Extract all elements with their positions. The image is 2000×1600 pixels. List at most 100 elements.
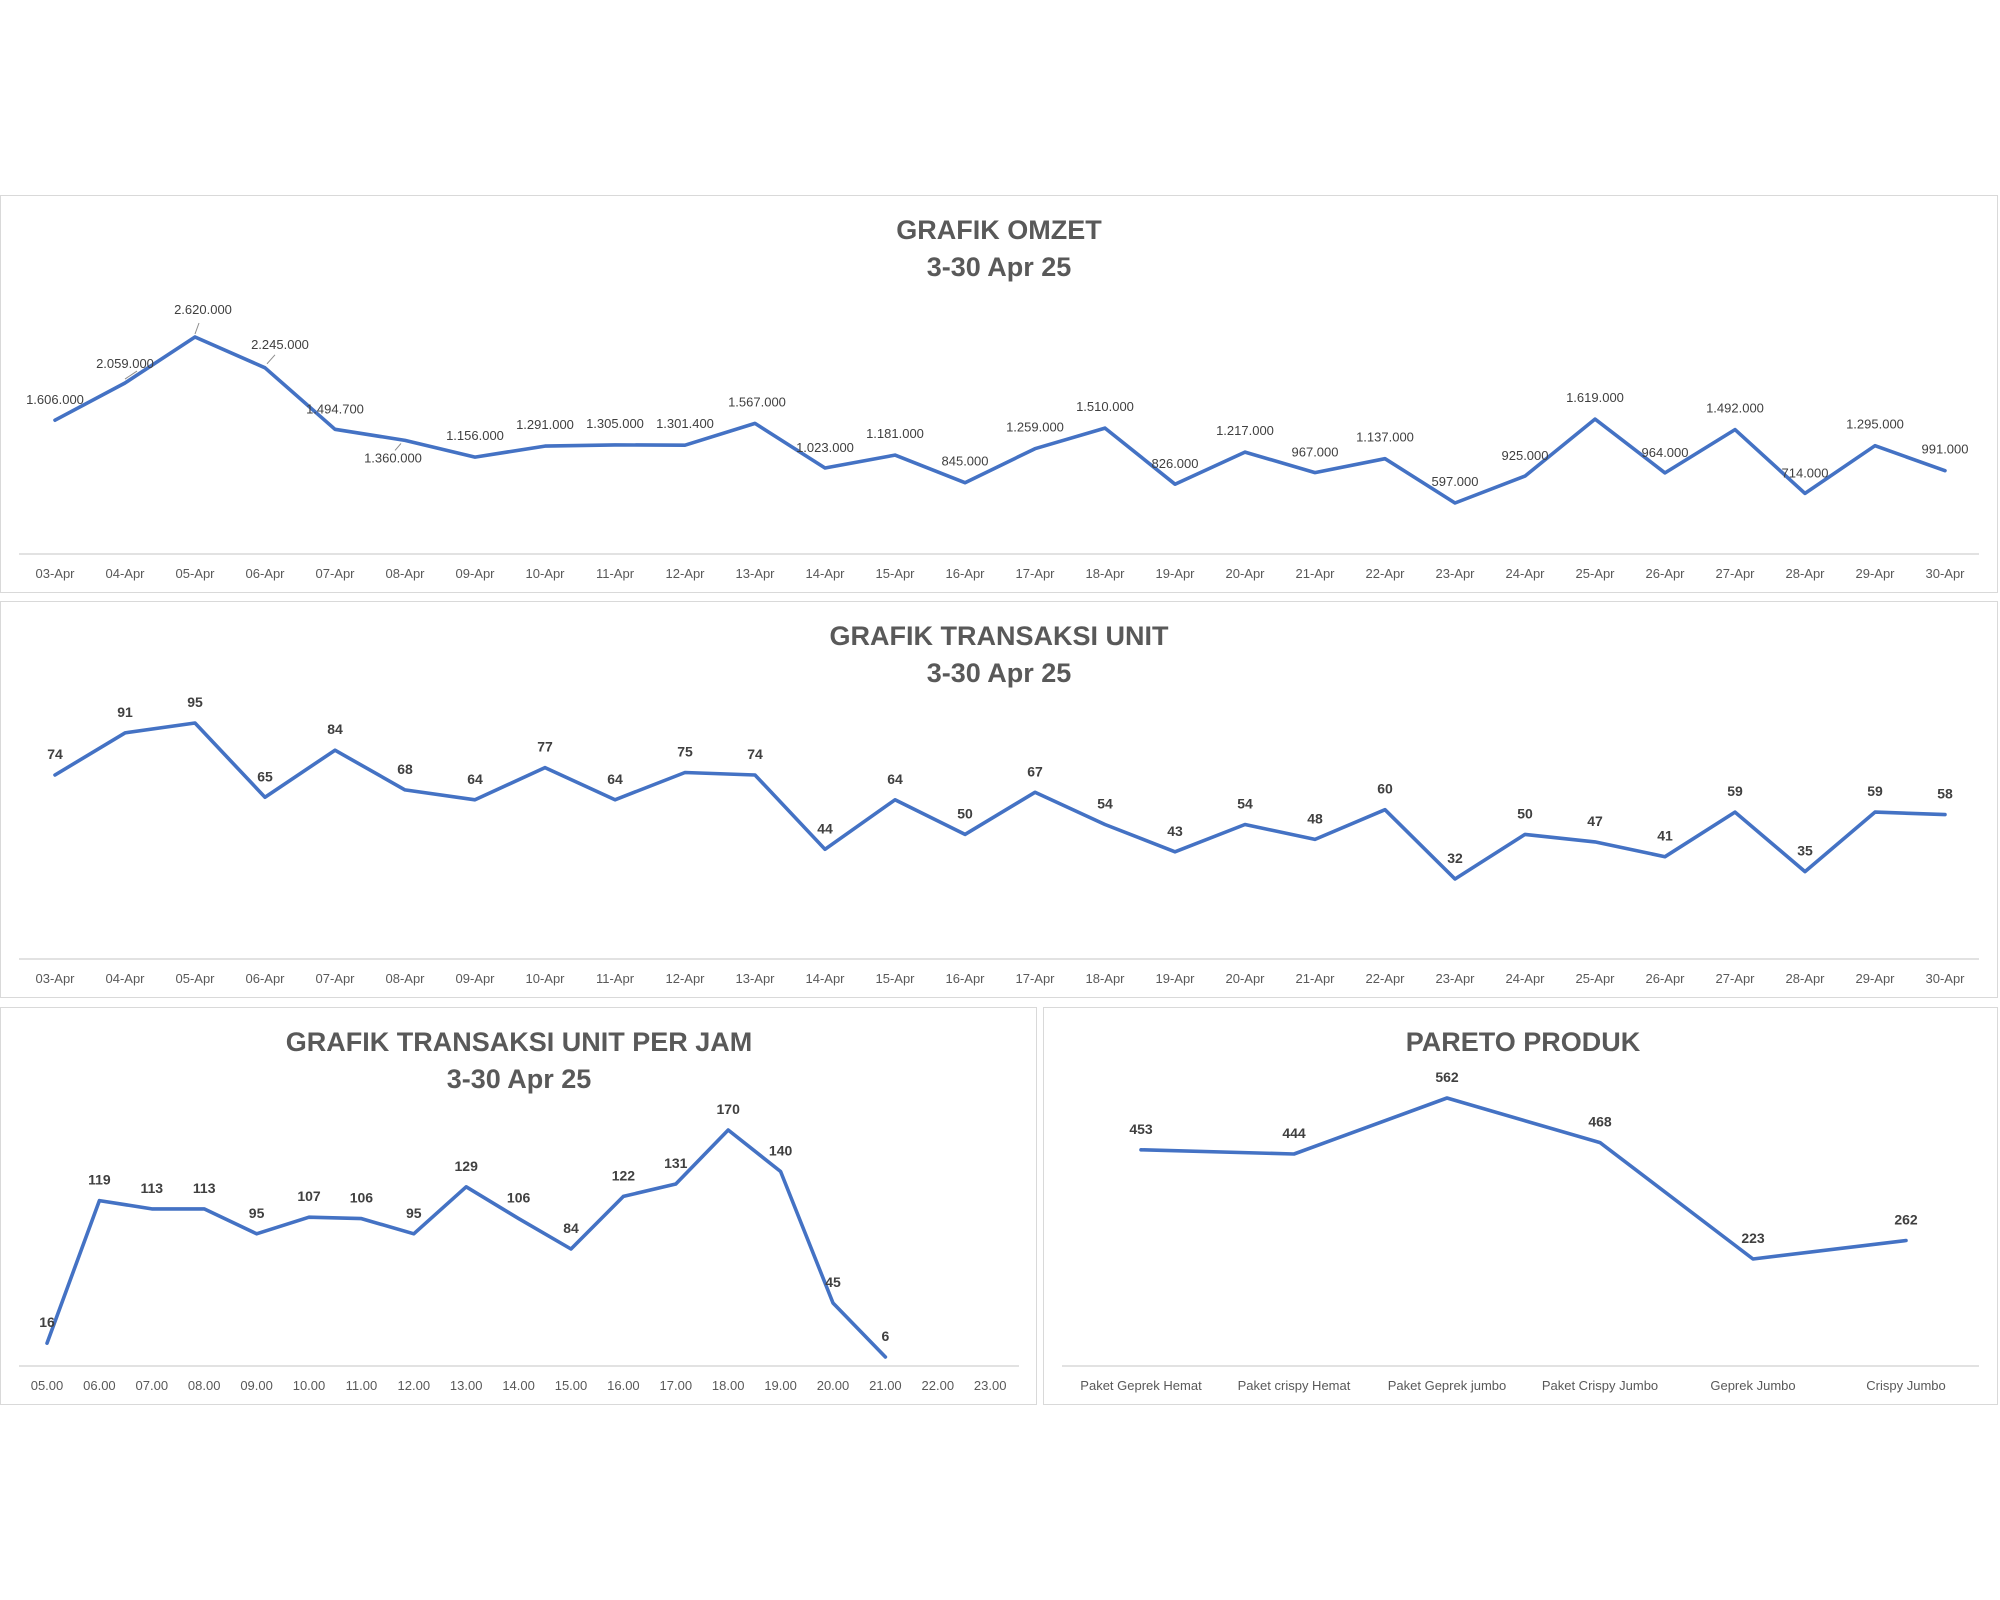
x-tick-label: 05.00 (31, 1378, 64, 1393)
data-label: 1.305.000 (586, 416, 644, 431)
chart-subtitle: 3-30 Apr 25 (927, 658, 1072, 688)
data-label: 826.000 (1152, 456, 1199, 471)
data-label: 129 (455, 1158, 479, 1174)
data-label: 68 (397, 761, 413, 777)
x-tick-label: 18-Apr (1085, 566, 1125, 581)
data-label: 48 (1307, 810, 1323, 826)
data-label: 122 (612, 1167, 636, 1183)
data-label: 1.492.000 (1706, 401, 1764, 416)
x-tick-label: 03-Apr (35, 566, 75, 581)
data-label: 223 (1741, 1230, 1765, 1246)
x-tick-label: 23.00 (974, 1378, 1007, 1393)
x-tick-label: 12-Apr (665, 971, 705, 986)
x-tick-label: 13.00 (450, 1378, 483, 1393)
data-label: 991.000 (1922, 442, 1969, 457)
data-label: 74 (47, 746, 63, 762)
data-label: 54 (1237, 796, 1253, 812)
x-tick-label: 17.00 (660, 1378, 693, 1393)
data-label: 77 (537, 739, 553, 755)
series-line (1139, 1096, 1908, 1261)
x-tick-label: 10-Apr (525, 566, 565, 581)
x-tick-label: 30-Apr (1925, 566, 1965, 581)
x-tick-label: 18-Apr (1085, 971, 1125, 986)
x-tick-label: 18.00 (712, 1378, 745, 1393)
data-label: 1.606.000 (26, 392, 84, 407)
transaksi-per-jam-chart: GRAFIK TRANSAKSI UNIT PER JAM 3-30 Apr 25… (19, 1027, 1019, 1393)
transaksi-unit-chart: GRAFIK TRANSAKSI UNIT 3-30 Apr 25 03-Apr 04… (19, 621, 1979, 986)
data-label: 1.291.000 (516, 417, 574, 432)
data-label: 140 (769, 1143, 793, 1159)
data-label: 468 (1588, 1114, 1612, 1130)
chart-title: GRAFIK OMZET (896, 215, 1102, 245)
x-tick-label: 23-Apr (1435, 566, 1475, 581)
data-label: 1.156.000 (446, 428, 504, 443)
x-tick-label: 14.00 (502, 1378, 535, 1393)
x-tick-label: 19-Apr (1155, 971, 1195, 986)
x-tick-label: 07.00 (136, 1378, 169, 1393)
omzet-chart-panel: GRAFIK OMZET 3-30 Apr 25 03-Apr 04-Apr 05-Ap… (0, 195, 1998, 593)
data-label: 1.295.000 (1846, 417, 1904, 432)
data-label: 106 (507, 1190, 531, 1206)
x-tick-label: 14-Apr (805, 566, 845, 581)
data-label: 59 (1867, 783, 1883, 799)
x-tick-label: 17-Apr (1015, 566, 1055, 581)
data-label: 453 (1129, 1121, 1153, 1137)
data-label: 262 (1894, 1211, 1918, 1227)
data-label: 6 (882, 1328, 890, 1344)
pareto-produk-chart-panel: PARETO PRODUK Paket Geprek Hemat Paket cri… (1043, 1007, 1998, 1405)
data-label: 2.620.000 (174, 302, 232, 317)
x-tick-label: 24-Apr (1505, 566, 1545, 581)
x-tick-label: 08.00 (188, 1378, 221, 1393)
x-tick-label: 20.00 (817, 1378, 850, 1393)
data-label: 74 (747, 746, 763, 762)
x-tick-label: 08-Apr (385, 971, 425, 986)
data-label: 95 (249, 1205, 265, 1221)
x-tick-label: 03-Apr (35, 971, 75, 986)
x-tick-label: 20-Apr (1225, 566, 1265, 581)
x-tick-label: 05-Apr (175, 971, 215, 986)
x-tick-label: Paket crispy Hemat (1238, 1378, 1351, 1393)
x-tick-label: 23-Apr (1435, 971, 1475, 986)
x-tick-label: 15-Apr (875, 971, 915, 986)
data-label: 1.023.000 (796, 440, 854, 455)
data-label: 95 (406, 1205, 422, 1221)
data-label: 50 (957, 805, 973, 821)
x-tick-label: 21.00 (869, 1378, 902, 1393)
transaksi-unit-chart-panel: GRAFIK TRANSAKSI UNIT 3-30 Apr 25 03-Apr 04… (0, 601, 1998, 998)
x-tick-label: 12.00 (398, 1378, 431, 1393)
x-tick-label: 12-Apr (665, 566, 705, 581)
chart-subtitle: 3-30 Apr 25 (927, 252, 1072, 282)
x-tick-label: 06-Apr (245, 566, 285, 581)
x-tick-label: 04-Apr (105, 971, 145, 986)
data-label: 2.059.000 (96, 356, 154, 371)
data-label: 45 (825, 1274, 841, 1290)
x-tick-label: 22-Apr (1365, 971, 1405, 986)
chart-title: GRAFIK TRANSAKSI UNIT (830, 621, 1169, 651)
x-tick-label: 26-Apr (1645, 971, 1685, 986)
data-label: 65 (257, 768, 273, 784)
x-tick-label: 29-Apr (1855, 971, 1895, 986)
data-label: 1.181.000 (866, 426, 924, 441)
data-label: 91 (117, 704, 133, 720)
data-label: 64 (467, 771, 483, 787)
data-label: 1.494.700 (306, 401, 364, 416)
data-label: 59 (1727, 783, 1743, 799)
transaksi-per-jam-chart-panel: GRAFIK TRANSAKSI UNIT PER JAM 3-30 Apr 25… (0, 1007, 1037, 1405)
x-tick-label: 09.00 (240, 1378, 273, 1393)
x-tick-label: 19.00 (764, 1378, 797, 1393)
data-label: 67 (1027, 763, 1043, 779)
x-tick-label: 22-Apr (1365, 566, 1405, 581)
data-label: 106 (350, 1190, 374, 1206)
data-label: 41 (1657, 828, 1673, 844)
data-label: 119 (88, 1172, 111, 1188)
x-tick-label: 15.00 (555, 1378, 588, 1393)
x-tick-label: 16.00 (607, 1378, 640, 1393)
x-tick-label: 09-Apr (455, 566, 495, 581)
x-tick-label: 06-Apr (245, 971, 285, 986)
x-tick-label: 25-Apr (1575, 566, 1615, 581)
x-tick-label: 26-Apr (1645, 566, 1685, 581)
data-label: 1.619.000 (1566, 390, 1624, 405)
x-tick-label: Paket Crispy Jumbo (1542, 1378, 1658, 1393)
x-tick-label: Crispy Jumbo (1866, 1378, 1945, 1393)
data-label: 84 (327, 721, 343, 737)
